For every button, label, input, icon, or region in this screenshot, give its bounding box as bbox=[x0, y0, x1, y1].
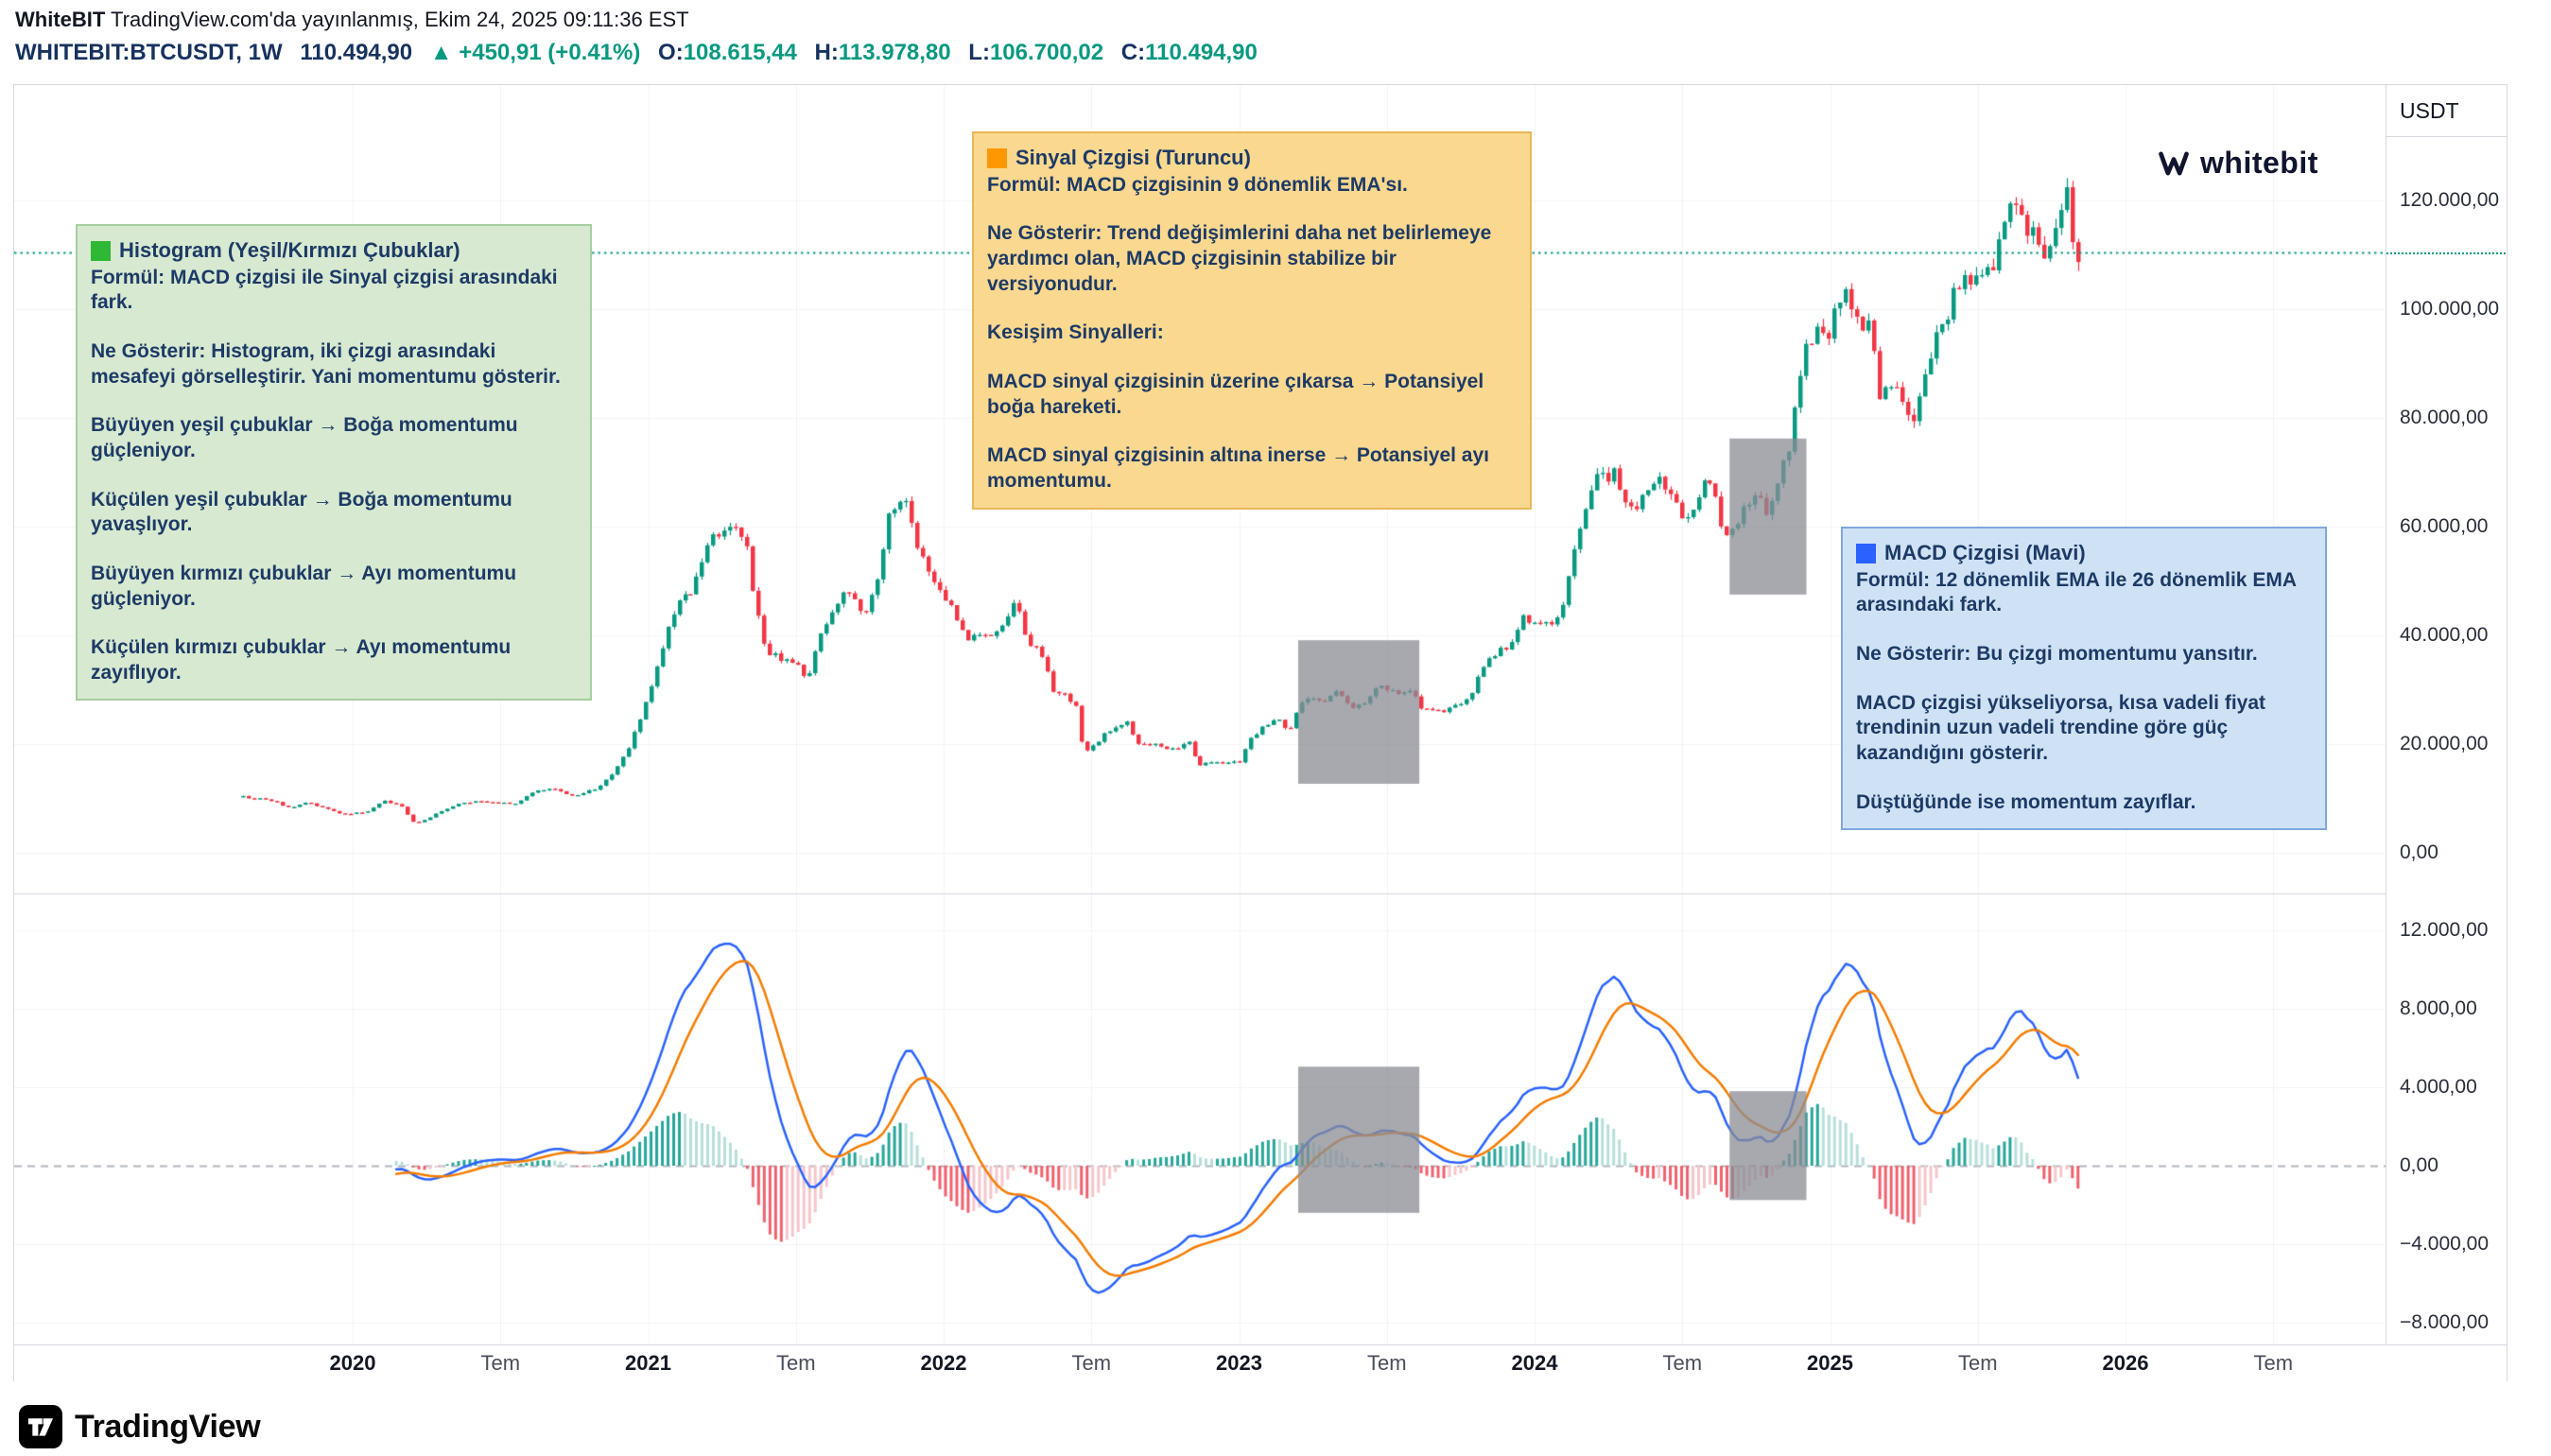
annotation-paragraph: Ne Gösterir: Trend değişimlerini daha ne… bbox=[987, 222, 1492, 295]
annotation-macd-title: MACD Çizgisi (Mavi) bbox=[1856, 540, 2312, 567]
price-tick-label: 60.000,00 bbox=[2400, 515, 2489, 537]
chart-frame: USDT 0,00 20.000,00 40.000,00 60.000,00 80.0… bbox=[13, 84, 2508, 1381]
macd-tick-label: −4.000,00 bbox=[2400, 1233, 2490, 1255]
time-tick-year: 2026 bbox=[2102, 1351, 2149, 1375]
annotation-signal-line: Sinyal Çizgisi (Turuncu) Formül: MACD çi… bbox=[972, 131, 1532, 510]
whitebit-watermark[interactable]: whitebit bbox=[2157, 146, 2318, 181]
price-scale-unit: USDT bbox=[2386, 85, 2507, 137]
macd-tick-label: 0,00 bbox=[2400, 1154, 2438, 1176]
tradingview-logo-icon bbox=[19, 1405, 62, 1448]
last-price: 110.494,90 bbox=[300, 40, 413, 65]
macd-tick-label: −8.000,00 bbox=[2400, 1311, 2490, 1333]
annotation-paragraph: Büyüyen kırmızı çubuklar → Ayı momentumu… bbox=[91, 562, 517, 610]
annotation-paragraph: Formül: MACD çizgisinin 9 dönemlik EMA's… bbox=[987, 173, 1408, 196]
annotation-paragraph: Formül: 12 dönemlik EMA ile 26 dönemlik … bbox=[1856, 568, 2297, 616]
price-tick-label: 100.000,00 bbox=[2400, 298, 2500, 320]
published-text: TradingView.com'da yayınlanmış, Ekim 24,… bbox=[111, 8, 689, 31]
annotation-macd-line: MACD Çizgisi (Mavi) Formül: 12 dönemlik … bbox=[1841, 527, 2327, 831]
price-tick-label: 80.000,00 bbox=[2400, 407, 2489, 428]
brand-name: WhiteBIT bbox=[15, 8, 106, 31]
whitebit-logo-icon bbox=[2157, 147, 2191, 181]
symbol-line: WHITEBIT:BTCUSDT, 1W 110.494,90 ▲ +450,9… bbox=[15, 40, 1269, 66]
time-tick-year: 2024 bbox=[1511, 1351, 1558, 1375]
symbol-text: WHITEBIT:BTCUSDT, 1W bbox=[15, 40, 283, 65]
time-tick-month: Tem bbox=[1662, 1351, 1703, 1375]
low-value: L:106.700,02 bbox=[968, 40, 1104, 65]
price-scale[interactable]: USDT 0,00 20.000,00 40.000,00 60.000,00 80.0… bbox=[2386, 85, 2507, 1344]
time-tick-year: 2022 bbox=[920, 1351, 967, 1375]
annotation-histogram-title: Histogram (Yeşil/Kırmızı Çubuklar) bbox=[91, 237, 577, 265]
orange-legend-square-icon bbox=[987, 147, 1007, 168]
annotation-paragraph: Küçülen kırmızı çubuklar → Ayı momentumu… bbox=[91, 636, 512, 684]
tradingview-footer[interactable]: TradingView bbox=[19, 1405, 261, 1448]
blue-legend-square-icon bbox=[1856, 543, 1876, 563]
close-value: C:110.494,90 bbox=[1120, 40, 1258, 65]
price-tick-label: 40.000,00 bbox=[2400, 624, 2489, 646]
macd-tick-label: 8.000,00 bbox=[2400, 997, 2477, 1019]
high-value: H:113.978,80 bbox=[814, 40, 951, 65]
time-tick-month: Tem bbox=[2253, 1351, 2294, 1375]
price-change: ▲ +450,91 (+0.41%) bbox=[429, 40, 641, 65]
current-price-line bbox=[2386, 252, 2506, 254]
macd-tick-label: 4.000,00 bbox=[2400, 1076, 2477, 1098]
time-axis[interactable]: 2020 Tem 2021 Tem 2022 Tem 2023 Tem 2024 Tem 2025 T… bbox=[14, 1344, 2507, 1381]
time-tick-month: Tem bbox=[1957, 1351, 1998, 1375]
time-tick-year: 2025 bbox=[1807, 1351, 1853, 1375]
macd-tick-label: 12.000,00 bbox=[2400, 919, 2489, 941]
time-tick-month: Tem bbox=[775, 1351, 816, 1375]
annotation-paragraph: Düştüğünde ise momentum zayıflar. bbox=[1856, 790, 2196, 813]
time-tick-month: Tem bbox=[1366, 1351, 1407, 1375]
annotation-paragraph: Ne Gösterir: Bu çizgi momentumu yansıtır… bbox=[1856, 642, 2258, 665]
annotation-paragraph: Formül: MACD çizgisi ile Sinyal çizgisi … bbox=[91, 266, 558, 314]
time-tick-year: 2021 bbox=[625, 1351, 671, 1375]
time-tick-month: Tem bbox=[1071, 1351, 1112, 1375]
annotation-paragraph: Büyüyen yeşil çubuklar → Boğa momentumu … bbox=[91, 414, 518, 461]
time-tick-month: Tem bbox=[480, 1351, 521, 1375]
time-tick-year: 2020 bbox=[329, 1351, 376, 1375]
pane-separator bbox=[14, 893, 2507, 894]
annotation-paragraph: Küçülen yeşil çubuklar → Boğa momentumu … bbox=[91, 488, 512, 536]
green-legend-square-icon bbox=[91, 240, 111, 261]
price-tick-label: 120.000,00 bbox=[2400, 189, 2500, 211]
price-tick-label: 20.000,00 bbox=[2400, 733, 2489, 754]
annotation-paragraph: Ne Gösterir: Histogram, iki çizgi arasın… bbox=[91, 339, 561, 388]
annotation-paragraph: MACD sinyal çizgisinin üzerine çıkarsa →… bbox=[987, 370, 1484, 418]
price-tick-label: 0,00 bbox=[2400, 841, 2438, 863]
open-value: O:108.615,44 bbox=[658, 40, 797, 65]
annotation-paragraph: MACD çizgisi yükseliyorsa, kısa vadeli f… bbox=[1856, 691, 2266, 764]
annotation-paragraph: Kesişim Sinyalleri: bbox=[987, 321, 1164, 344]
annotation-signal-title: Sinyal Çizgisi (Turuncu) bbox=[987, 145, 1517, 172]
tradingview-wordmark: TradingView bbox=[75, 1408, 261, 1445]
whitebit-wordmark: whitebit bbox=[2200, 146, 2318, 180]
time-tick-year: 2023 bbox=[1216, 1351, 1262, 1375]
annotation-paragraph: MACD sinyal çizgisinin altına inerse → P… bbox=[987, 444, 1489, 492]
published-line: WhiteBIT TradingView.com'da yayınlanmış,… bbox=[15, 8, 689, 32]
annotation-histogram: Histogram (Yeşil/Kırmızı Çubuklar) Formü… bbox=[76, 224, 592, 702]
